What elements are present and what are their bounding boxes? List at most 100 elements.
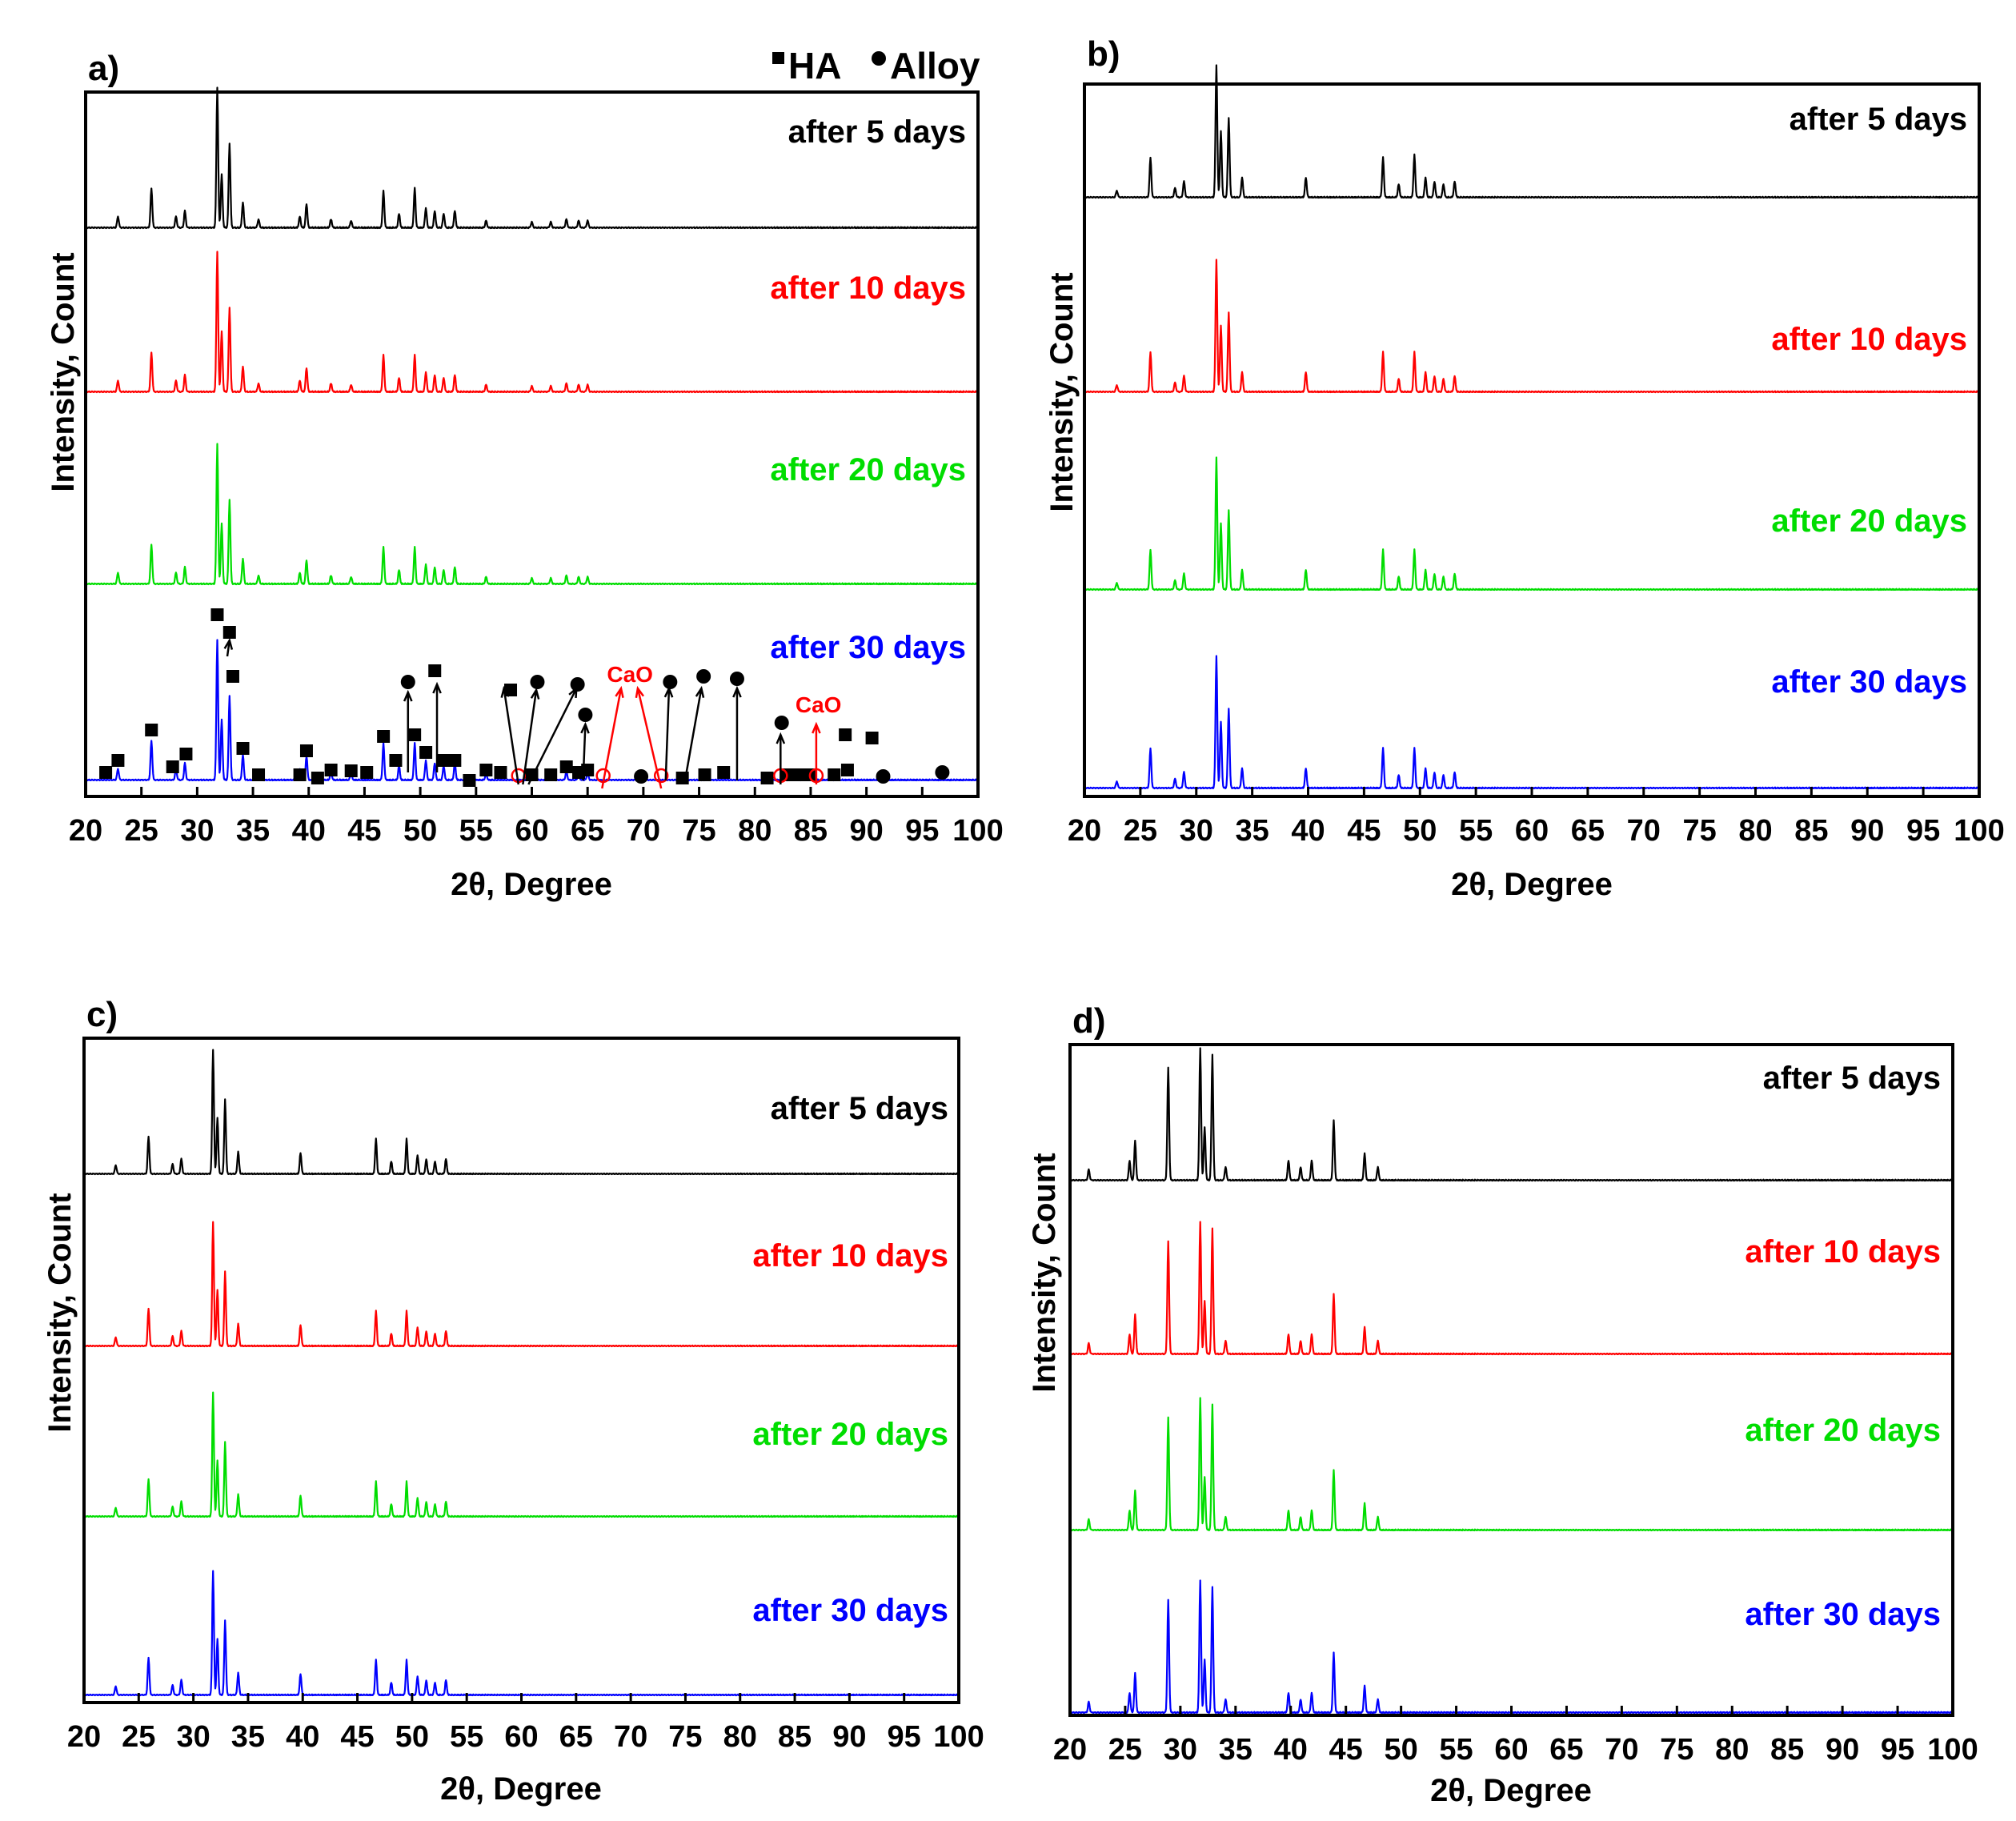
trace-after-5-days xyxy=(1069,1047,1954,1182)
series-label-a-10: after 10 days xyxy=(770,271,966,306)
x-tick-label: 85 xyxy=(1770,1733,1804,1767)
x-tick-label: 45 xyxy=(1347,814,1381,848)
trace-after-5-days xyxy=(1084,64,1980,199)
x-tick-label: 60 xyxy=(504,1720,538,1754)
xticks-b: 20 25 30 35 40 45 50 55 60 65 70 75 80 85 90 95 100 xyxy=(1068,787,2005,848)
x-tick-label: 70 xyxy=(627,814,660,848)
ha-marker xyxy=(236,742,250,755)
x-tick-label: 65 xyxy=(1571,814,1605,848)
x-tick-label: 95 xyxy=(1906,814,1940,848)
x-tick-label: 75 xyxy=(1682,814,1716,848)
series-label-b-30: after 30 days xyxy=(1771,664,1967,700)
alloy-marker xyxy=(774,716,789,730)
series-label-b-10: after 10 days xyxy=(1771,322,1967,357)
legend-alloy-marker xyxy=(872,51,886,66)
x-tick-label: 100 xyxy=(952,814,1003,848)
alloy-marker xyxy=(696,669,711,684)
annotation-arrow xyxy=(582,724,587,781)
series-label-c-10: after 10 days xyxy=(752,1238,948,1273)
x-tick-label: 80 xyxy=(738,814,772,848)
ha-marker xyxy=(145,724,158,736)
x-tick-label: 70 xyxy=(1627,814,1661,848)
trace-after-5-days xyxy=(85,86,979,230)
ha-marker xyxy=(463,774,476,787)
series-label-c-5: after 5 days xyxy=(771,1091,948,1126)
x-tick-label: 50 xyxy=(395,1720,429,1754)
annotation-arrow xyxy=(664,688,671,781)
x-tick-label: 20 xyxy=(1053,1733,1087,1767)
x-tick-label: 75 xyxy=(682,814,715,848)
ha-marker xyxy=(828,768,841,781)
y-axis-title-c: Intensity, Count xyxy=(42,1193,78,1432)
x-tick-label: 30 xyxy=(1180,814,1213,848)
panel-label-c: c) xyxy=(86,995,118,1034)
ha-marker xyxy=(865,732,879,744)
series-label-a-30: after 30 days xyxy=(770,630,966,665)
series-label-a-5: after 5 days xyxy=(788,114,966,150)
x-tick-label: 55 xyxy=(459,814,493,848)
annotation-arrow xyxy=(226,640,231,657)
x-tick-label: 40 xyxy=(1274,1733,1308,1767)
x-tick-label: 45 xyxy=(340,1720,374,1754)
ha-marker xyxy=(839,728,852,741)
panel-label-d: d) xyxy=(1072,1001,1106,1041)
x-tick-label: 20 xyxy=(67,1720,101,1754)
x-tick-label: 75 xyxy=(1660,1733,1693,1767)
series-label-d-5: after 5 days xyxy=(1763,1061,1941,1096)
x-tick-label: 35 xyxy=(1219,1733,1252,1767)
legend-alloy-label: Alloy xyxy=(890,45,980,86)
ha-marker xyxy=(559,760,573,773)
x-tick-label: 30 xyxy=(180,814,214,848)
x-tick-label: 30 xyxy=(1164,1733,1197,1767)
annotation-arrowhead xyxy=(580,721,590,734)
ha-marker xyxy=(428,664,442,677)
ha-marker xyxy=(377,730,391,743)
ha-marker xyxy=(504,684,518,696)
legend-ha-label: HA xyxy=(788,45,841,86)
panel-c: c) 20 25 30 35 40 45 50 55 60 65 70 75 80 85 90 95 100 a… xyxy=(42,995,984,1807)
annotation-arrowhead xyxy=(530,687,540,700)
annotation-arrow xyxy=(522,689,538,785)
x-tick-label: 80 xyxy=(1715,1733,1749,1767)
panel-label-b: b) xyxy=(1087,34,1120,74)
ha-marker xyxy=(408,728,422,741)
annotation-arrowhead xyxy=(695,685,705,698)
annotation-arrowhead xyxy=(812,721,821,734)
x-tick-label: 55 xyxy=(1459,814,1493,848)
series-label-d-20: after 20 days xyxy=(1745,1413,1941,1448)
alloy-marker xyxy=(876,769,891,784)
ha-marker xyxy=(360,766,374,779)
annotation-arrowhead xyxy=(223,637,234,650)
x-axis-title-d: 2θ, Degree xyxy=(1430,1773,1592,1808)
x-tick-label: 80 xyxy=(1738,814,1772,848)
series-label-c-20: after 20 days xyxy=(752,1417,948,1452)
y-axis-title-a: Intensity, Count xyxy=(46,252,81,491)
x-tick-label: 60 xyxy=(1515,814,1549,848)
cao-label: CaO xyxy=(796,692,842,717)
x-tick-label: 40 xyxy=(286,1720,319,1754)
alloy-marker xyxy=(729,672,744,686)
x-tick-label: 50 xyxy=(1384,1733,1417,1767)
ha-marker xyxy=(324,764,338,776)
series-label-a-20: after 20 days xyxy=(770,452,966,487)
annotation-arrow xyxy=(601,688,623,789)
x-tick-label: 50 xyxy=(403,814,437,848)
x-tick-label: 30 xyxy=(176,1720,210,1754)
x-tick-label: 35 xyxy=(1235,814,1269,848)
trace-after-30-days xyxy=(83,1570,960,1697)
x-axis-title-c: 2θ, Degree xyxy=(440,1771,602,1807)
trace-after-5-days xyxy=(83,1049,960,1176)
x-tick-label: 50 xyxy=(1403,814,1437,848)
annotation-arrowhead xyxy=(615,685,624,698)
ha-marker xyxy=(222,626,236,639)
x-tick-label: 45 xyxy=(1329,1733,1363,1767)
x-tick-label: 20 xyxy=(1068,814,1101,848)
legend-ha-marker xyxy=(772,52,784,64)
annotation-arrowhead xyxy=(568,686,578,699)
cao-marker xyxy=(653,768,669,784)
series-label-b-20: after 20 days xyxy=(1771,503,1967,539)
x-axis-title-a: 2θ, Degree xyxy=(451,867,612,902)
x-tick-label: 25 xyxy=(1108,1733,1142,1767)
annotation-arrow xyxy=(527,688,578,785)
series-label-d-30: after 30 days xyxy=(1745,1597,1941,1632)
